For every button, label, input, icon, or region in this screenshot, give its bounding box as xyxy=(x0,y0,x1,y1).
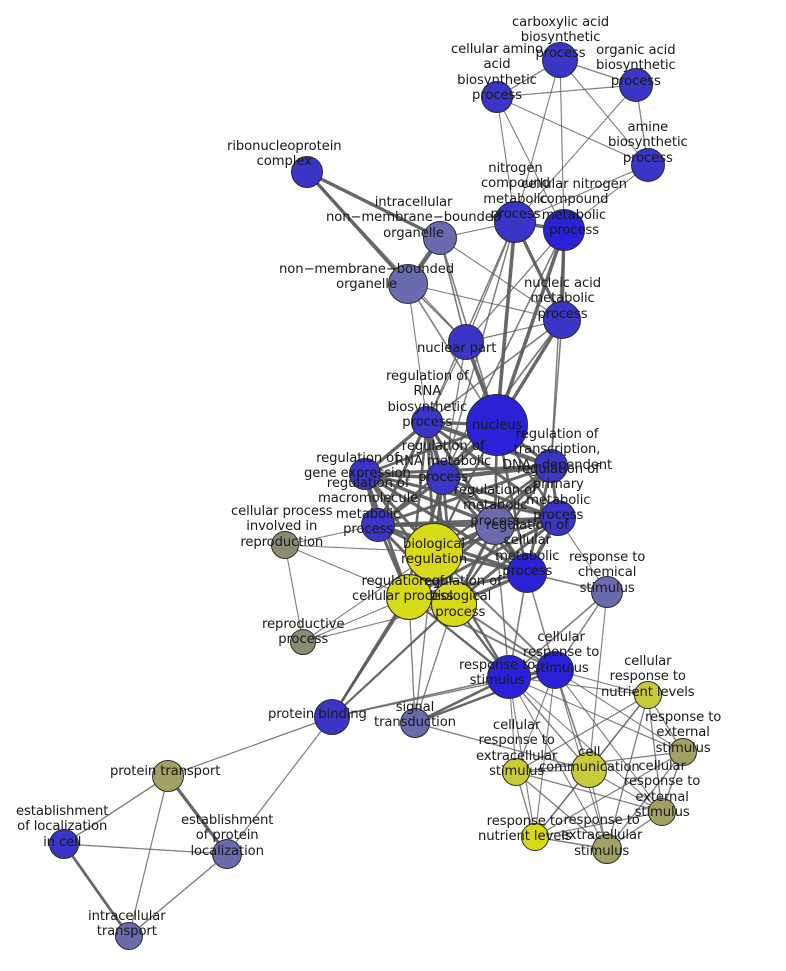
graph-node-nuclear-part[interactable] xyxy=(448,324,484,360)
graph-node-regulation-of-metabolic-process[interactable] xyxy=(475,505,515,545)
graph-node-intracellular-non-membrane-bounded-organelle[interactable] xyxy=(423,221,457,255)
graph-edge xyxy=(606,751,684,850)
graph-node-cellular-process-involved-in-reproduction[interactable] xyxy=(271,531,299,559)
graph-edge xyxy=(426,221,516,423)
graph-edge xyxy=(226,716,333,855)
graph-edge xyxy=(442,476,559,520)
graph-node-nucleic-acid-metabolic-process[interactable] xyxy=(543,301,581,339)
graph-edge xyxy=(414,722,590,771)
graph-node-biological-regulation[interactable] xyxy=(405,523,463,581)
graph-node-establishment-of-localization-in-cell[interactable] xyxy=(49,829,79,859)
graph-edge xyxy=(306,170,441,240)
graph-node-regulation-of-rna-metabolic-process[interactable] xyxy=(426,461,460,495)
graph-edge xyxy=(167,716,333,777)
graph-node-cellular-response-to-external-stimulus[interactable] xyxy=(648,798,676,826)
graph-node-non-membrane-bounded-organelle[interactable] xyxy=(388,264,428,304)
graph-edge xyxy=(377,516,559,527)
graph-node-establishment-of-protein-localization[interactable] xyxy=(212,839,242,869)
graph-node-cellular-response-to-extracellular-stimulus[interactable] xyxy=(502,758,530,786)
graph-node-signal-transduction[interactable] xyxy=(400,708,430,738)
graph-node-regulation-of-macromolecule-metabolic-process[interactable] xyxy=(361,508,395,542)
graph-edge xyxy=(559,59,565,231)
graph-edge xyxy=(508,676,608,850)
graph-edge xyxy=(508,676,663,813)
graph-edge xyxy=(496,96,565,231)
graph-edge xyxy=(514,164,649,223)
graph-edge xyxy=(128,853,228,937)
graph-node-cellular-response-to-stimulus[interactable] xyxy=(536,651,574,689)
graph-edge xyxy=(515,771,663,813)
graph-node-reproductive-process[interactable] xyxy=(290,629,316,655)
graph-node-regulation-of-transcription-dna-dependent[interactable] xyxy=(534,449,568,483)
graph-node-cellular-nitrogen-compound-metabolic-process[interactable] xyxy=(543,209,585,251)
graph-node-cell-communication[interactable] xyxy=(571,752,607,788)
graph-edge xyxy=(554,669,663,813)
graph-node-response-to-external-stimulus[interactable] xyxy=(669,738,697,766)
graph-node-regulation-of-rna-biosynthetic-process[interactable] xyxy=(411,406,443,438)
graph-node-organic-acid-biosynthetic-process[interactable] xyxy=(619,68,653,102)
graph-node-ribonucleoprotein-complex[interactable] xyxy=(291,156,323,188)
graph-edge xyxy=(364,472,559,520)
graph-node-regulation-of-cellular-metabolic-process[interactable] xyxy=(507,553,547,593)
graph-edge xyxy=(306,171,467,343)
graph-edge xyxy=(606,694,649,850)
graph-edge xyxy=(331,603,455,718)
graph-node-intracellular-transport[interactable] xyxy=(115,922,143,950)
graph-edge xyxy=(514,59,561,223)
graph-edge xyxy=(554,669,684,753)
graph-edge xyxy=(331,596,410,718)
graph-node-response-to-extracellular-stimulus[interactable] xyxy=(592,834,622,864)
graph-edge xyxy=(408,516,559,599)
graph-edge xyxy=(63,775,169,845)
graph-edge xyxy=(494,524,510,678)
graph-edge xyxy=(534,751,684,838)
graph-node-nitrogen-compound-metabolic-process[interactable] xyxy=(494,201,536,243)
graph-edge xyxy=(439,237,563,321)
graph-edge xyxy=(465,229,565,343)
graph-node-regulation-of-primary-metabolic-process[interactable] xyxy=(540,500,576,536)
graph-edge xyxy=(550,319,563,467)
graph-edge xyxy=(508,676,649,696)
graph-node-cellular-response-to-nutrient-levels[interactable] xyxy=(634,681,662,709)
graph-edge xyxy=(426,319,563,423)
graph-node-regulation-of-gene-expression[interactable] xyxy=(349,458,381,490)
graph-edge xyxy=(647,694,663,813)
graph-edge xyxy=(442,341,467,479)
graph-edge xyxy=(534,811,663,838)
graph-node-response-to-chemical-stimulus[interactable] xyxy=(591,576,623,608)
graph-node-response-to-nutrient-levels[interactable] xyxy=(521,823,549,851)
graph-node-regulation-of-biological-process[interactable] xyxy=(431,581,477,627)
graph-edge xyxy=(534,669,556,838)
graph-edge xyxy=(496,84,637,98)
graph-edge xyxy=(407,283,428,423)
graph-edge xyxy=(508,676,684,753)
graph-node-protein-transport[interactable] xyxy=(152,760,184,792)
graph-edge xyxy=(128,775,169,937)
graph-node-amine-biosynthetic-process[interactable] xyxy=(631,148,665,182)
graph-edge xyxy=(495,221,517,426)
graph-node-cellular-amino-acid-biosynthetic-process[interactable] xyxy=(481,81,513,113)
graph-node-nucleus[interactable] xyxy=(466,394,528,456)
graph-edge xyxy=(496,96,649,166)
graph-edge xyxy=(63,843,228,855)
graph-node-carboxylic-acid-biosynthetic-process[interactable] xyxy=(542,42,578,78)
graph-edge xyxy=(559,59,649,166)
graph-edge xyxy=(284,544,304,643)
graph-edge xyxy=(515,771,608,850)
graph-edge xyxy=(62,843,131,937)
graph-edge xyxy=(302,603,455,643)
graph-edge xyxy=(407,283,563,321)
graph-edge xyxy=(515,694,649,773)
graph-edge xyxy=(364,472,496,527)
graph-node-protein-binding[interactable] xyxy=(314,699,350,735)
graph-node-regulation-of-cellular-process[interactable] xyxy=(386,574,432,620)
graph-edge xyxy=(514,84,637,223)
graph-edge xyxy=(414,668,556,725)
graph-node-response-to-stimulus[interactable] xyxy=(487,655,531,699)
